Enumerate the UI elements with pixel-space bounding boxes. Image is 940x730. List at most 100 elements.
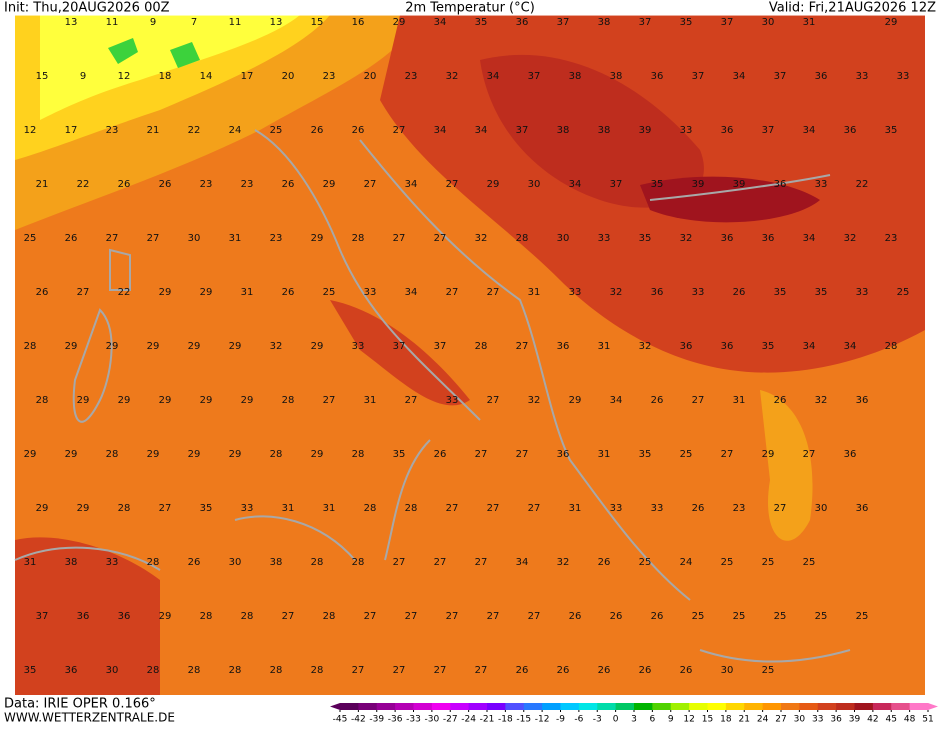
- temperature-label: 31: [229, 233, 242, 244]
- temperature-label: 27: [487, 503, 500, 514]
- temperature-label: 34: [733, 71, 746, 82]
- temperature-label: 26: [282, 287, 295, 298]
- temperature-label: 36: [557, 341, 570, 352]
- colorbar-label: 15: [702, 715, 713, 725]
- temperature-label: 26: [651, 611, 664, 622]
- temperature-label: 28: [311, 665, 324, 676]
- temperature-label: 34: [803, 125, 816, 136]
- temperature-label: 36: [651, 287, 664, 298]
- data-source: Data: IRIE OPER 0.166°: [4, 697, 156, 712]
- colorbar-label: 0: [613, 715, 619, 725]
- temperature-label: 33: [364, 287, 377, 298]
- temperature-label: 32: [610, 287, 623, 298]
- temperature-label: 33: [241, 503, 254, 514]
- temperature-label: 38: [569, 71, 582, 82]
- temperature-label: 27: [434, 233, 447, 244]
- colorbar-label: 30: [794, 715, 806, 725]
- temperature-label: 29: [885, 17, 898, 28]
- temperature-label: 31: [528, 287, 541, 298]
- colorbar-swatch: [505, 703, 525, 710]
- temperature-label: 36: [651, 71, 664, 82]
- colorbar-swatch: [707, 703, 727, 710]
- temperature-label: 27: [405, 395, 418, 406]
- temperature-label: 32: [639, 341, 652, 352]
- temperature-label: 17: [241, 71, 254, 82]
- temperature-label: 27: [77, 287, 90, 298]
- temperature-label: 25: [270, 125, 283, 136]
- colorbar-label: -45: [333, 715, 348, 725]
- temperature-label: 25: [721, 557, 734, 568]
- colorbar-swatch: [413, 703, 433, 710]
- temperature-label: 23: [270, 233, 283, 244]
- temperature-label: 36: [118, 611, 131, 622]
- temperature-label: 29: [200, 395, 213, 406]
- temperature-label: 26: [598, 665, 611, 676]
- temperature-label: 25: [680, 449, 693, 460]
- temperature-label: 34: [803, 341, 816, 352]
- temperature-label: 27: [364, 179, 377, 190]
- colorbar-label: 36: [830, 715, 842, 725]
- colorbar-label: -39: [369, 715, 384, 725]
- temperature-label: 27: [487, 395, 500, 406]
- temperature-label: 28: [352, 557, 365, 568]
- temperature-label: 26: [680, 665, 693, 676]
- temperature-label: 25: [897, 287, 910, 298]
- temperature-label: 26: [639, 665, 652, 676]
- colorbar-swatch: [560, 703, 580, 710]
- colorbar-label: -30: [425, 715, 440, 725]
- temperature-label: 36: [721, 233, 734, 244]
- temperature-label: 29: [188, 449, 201, 460]
- colorbar-label: 9: [668, 715, 674, 725]
- temperature-label: 27: [405, 611, 418, 622]
- temperature-label: 27: [487, 611, 500, 622]
- temperature-label: 35: [475, 17, 488, 28]
- colorbar-label: 24: [757, 715, 769, 725]
- temperature-label: 36: [844, 449, 857, 460]
- temperature-label: 32: [475, 233, 488, 244]
- temperature-label: 29: [200, 287, 213, 298]
- colorbar-swatch: [670, 703, 690, 710]
- temperature-label: 39: [639, 125, 652, 136]
- temperature-label: 33: [815, 179, 828, 190]
- temperature-label: 9: [150, 17, 156, 28]
- temperature-label: 32: [270, 341, 283, 352]
- temperature-label: 26: [557, 665, 570, 676]
- temperature-label: 36: [77, 611, 90, 622]
- temperature-label: 30: [106, 665, 119, 676]
- colorbar-label: 45: [886, 715, 897, 725]
- temperature-label: 26: [598, 557, 611, 568]
- colorbar-swatch: [597, 703, 617, 710]
- temperature-label: 28: [885, 341, 898, 352]
- temperature-label: 25: [24, 233, 37, 244]
- temperature-label: 29: [77, 395, 90, 406]
- temperature-label: 28: [188, 665, 201, 676]
- colorbar-label: -33: [406, 715, 421, 725]
- temperature-label: 29: [36, 503, 49, 514]
- temperature-label: 27: [528, 611, 541, 622]
- colorbar-arrow: [330, 703, 340, 710]
- temperature-label: 27: [352, 665, 365, 676]
- temperature-label: 21: [36, 179, 49, 190]
- temperature-label: 29: [65, 341, 78, 352]
- temperature-label: 28: [147, 665, 160, 676]
- temperature-label: 26: [610, 611, 623, 622]
- temperature-label: 27: [393, 557, 406, 568]
- temperature-label: 26: [118, 179, 131, 190]
- temperature-label: 38: [598, 17, 611, 28]
- colorbar-label: -15: [516, 715, 531, 725]
- temperature-label: 38: [610, 71, 623, 82]
- temperature-label: 32: [680, 233, 693, 244]
- temperature-label: 25: [762, 557, 775, 568]
- temperature-label: 26: [516, 665, 529, 676]
- temperature-label: 28: [352, 449, 365, 460]
- temperature-label: 36: [680, 341, 693, 352]
- temperature-label: 27: [393, 125, 406, 136]
- temperature-label: 27: [692, 395, 705, 406]
- temperature-label: 28: [36, 395, 49, 406]
- temperature-label: 27: [393, 233, 406, 244]
- hot-zone-africa: [15, 537, 160, 695]
- temperature-label: 34: [844, 341, 857, 352]
- colorbar-label: 51: [922, 715, 933, 725]
- temperature-label: 23: [733, 503, 746, 514]
